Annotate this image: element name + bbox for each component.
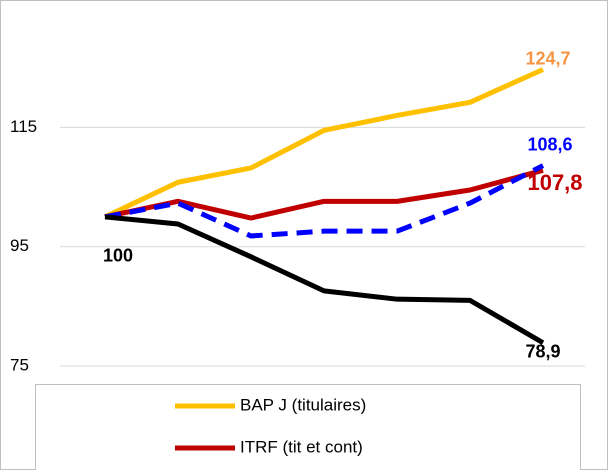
data-label: 78,9 [525, 341, 560, 361]
series-line [104, 214, 545, 345]
y-tick-label: 115 [10, 117, 37, 136]
y-tick-label: 95 [10, 236, 29, 255]
y-tick-label: 75 [10, 355, 29, 374]
legend-label: ITRF (tit et cont) [240, 437, 363, 456]
data-label: 124,7 [525, 48, 570, 68]
data-label: 108,6 [527, 134, 572, 154]
data-label: 100 [103, 246, 133, 266]
legend-label: BAP J (titulaires) [240, 395, 366, 414]
series-line [104, 167, 544, 221]
series-line [104, 163, 545, 239]
series-line [103, 67, 545, 220]
legend-box [35, 384, 581, 475]
data-label: 107,8 [527, 170, 582, 195]
